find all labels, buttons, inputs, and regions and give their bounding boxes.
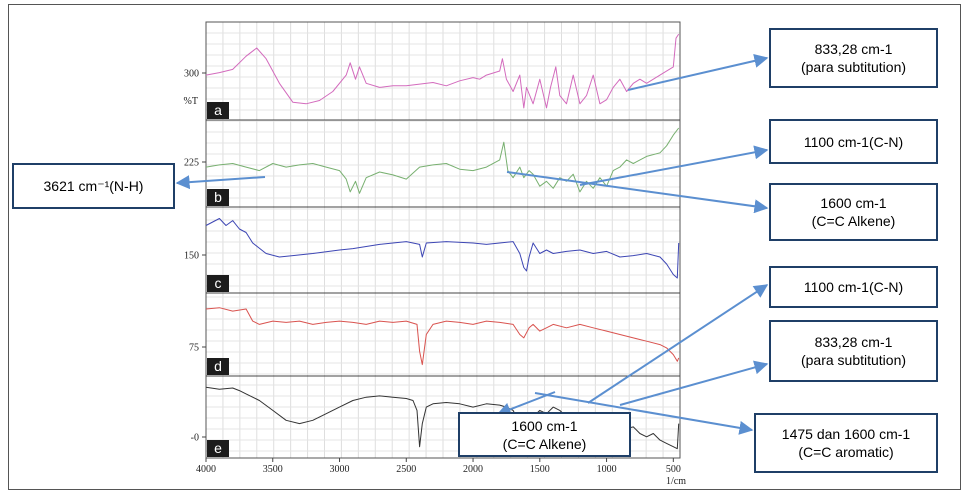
- annotation-line: 833,28 cm-1: [814, 41, 893, 57]
- grid-lines: [205, 21, 681, 458]
- annotation-arrow: [534, 392, 754, 435]
- y-axis-label: %T: [184, 96, 198, 107]
- panel-label-bg-b: [207, 189, 229, 206]
- x-tick-label: 2500: [396, 464, 416, 475]
- annotation-line: (para subtitution): [800, 352, 907, 368]
- x-tick-label: 500: [666, 464, 681, 475]
- panel-label-d: d: [214, 358, 222, 374]
- series-line-d: [205, 307, 680, 366]
- annotation-box-aromatic-e: 1475 dan 1600 cm-1 (C=C aromatic): [754, 413, 938, 473]
- panel-label-a: a: [214, 102, 222, 118]
- annotation-line: 1100 cm-1(C-N): [803, 279, 904, 295]
- panel-label-b: b: [214, 189, 222, 205]
- annotation-line: 1100 cm-1(C-N): [803, 133, 904, 150]
- annotation-arrow: [587, 284, 769, 404]
- x-tick-label: 2000: [463, 464, 483, 475]
- annotation-line: 1475 dan 1600 cm-1: [781, 426, 911, 442]
- annotation-line: (C=C Alkene): [502, 435, 587, 452]
- annotation-box-nh-b: 3621 cm⁻¹(N-H): [12, 163, 175, 209]
- annotation-arrow: [506, 171, 769, 214]
- y-tick-label: 225: [184, 158, 199, 169]
- annotation-line: 833,28 cm-1: [814, 334, 893, 350]
- annotation-line: (para subtitution): [800, 59, 907, 75]
- panel-label-c: c: [215, 275, 222, 291]
- panel-boundaries: [205, 21, 681, 459]
- series-line-c: [205, 218, 680, 279]
- annotation-box-alkene-b: 1600 cm-1 (C=C Alkene): [769, 183, 938, 241]
- figure-frame: [8, 4, 961, 490]
- annotation-box-alkene-e: 1600 cm-1 (C=C Alkene): [458, 412, 631, 457]
- series-line-a: [205, 33, 680, 109]
- annotation-arrow: [175, 175, 266, 190]
- annotation-box-para-substitution-e: 833,28 cm-1 (para subtitution): [769, 320, 938, 382]
- annotation-box-cn-b: 1100 cm-1(C-N): [769, 119, 938, 164]
- panel-label-bg-c: [207, 275, 229, 292]
- x-tick-label: 1000: [597, 464, 617, 475]
- annotation-line: 3621 cm⁻¹(N-H): [43, 178, 144, 194]
- annotation-box-cn-e: 1100 cm-1(C-N): [769, 266, 938, 308]
- panel-label-bg-e: [207, 440, 229, 457]
- annotation-line: 1600 cm-1: [820, 195, 887, 211]
- annotation-line: (C=C Alkene): [811, 213, 896, 229]
- annotation-line: 1600 cm-1: [511, 417, 578, 434]
- annotation-arrow: [619, 360, 769, 406]
- y-tick-label: 75: [189, 343, 199, 354]
- series-line-b: [205, 127, 680, 194]
- annotation-line: (C=C aromatic): [798, 444, 894, 460]
- annotation-arrow: [627, 54, 769, 91]
- panel-labels: a b c d e: [207, 102, 229, 457]
- y-tick-label: 150: [184, 251, 199, 262]
- x-tick-label: 1500: [530, 464, 550, 475]
- y-tick-label: -0: [191, 433, 199, 444]
- x-tick-label: 3500: [263, 464, 283, 475]
- x-unit-label: 1/cm: [666, 476, 686, 487]
- annotation-arrows: [175, 54, 769, 435]
- x-tick-label: 4000: [196, 464, 216, 475]
- panel-label-bg-a: [207, 102, 229, 119]
- x-tick-label: 3000: [330, 464, 350, 475]
- annotation-arrow: [496, 391, 556, 416]
- panel-label-e: e: [214, 440, 222, 456]
- plot-border: [205, 21, 681, 459]
- panel-label-bg-d: [207, 358, 229, 375]
- y-tick-label: 300: [184, 69, 199, 80]
- annotation-box-para-substitution-a: 833,28 cm-1 (para subtitution): [769, 28, 938, 88]
- annotation-arrow: [579, 145, 769, 186]
- spectra-series: [205, 33, 680, 450]
